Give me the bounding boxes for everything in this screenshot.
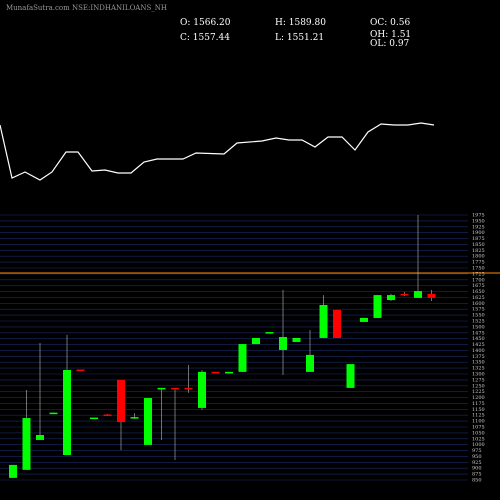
y-tick-label: 1650 bbox=[472, 289, 485, 295]
candle-body bbox=[225, 371, 233, 374]
y-tick-label: 1575 bbox=[472, 307, 485, 313]
y-tick-label: 1150 bbox=[472, 407, 485, 413]
y-tick-label: 1925 bbox=[472, 224, 485, 230]
candle-body bbox=[252, 337, 260, 345]
candle-body bbox=[414, 291, 422, 298]
candle-body bbox=[130, 417, 139, 419]
y-tick-label: 1175 bbox=[472, 401, 485, 407]
candle-body bbox=[373, 295, 382, 318]
candle-body bbox=[238, 344, 247, 372]
y-tick-label: 950 bbox=[472, 454, 482, 460]
candle-body bbox=[9, 464, 17, 478]
y-tick-label: 1775 bbox=[472, 260, 485, 266]
candle-body bbox=[387, 295, 395, 301]
candle-body bbox=[306, 354, 314, 372]
candle-body bbox=[144, 398, 152, 445]
info-close: C: 1557.44 bbox=[180, 33, 230, 43]
y-tick-label: 1400 bbox=[472, 348, 485, 354]
y-tick-label: 1800 bbox=[472, 254, 485, 260]
y-tick-label: 1975 bbox=[472, 213, 485, 219]
candle-body bbox=[198, 371, 206, 408]
info-open: O: 1566.20 bbox=[180, 18, 231, 28]
candle-body bbox=[346, 364, 355, 388]
candle-body bbox=[171, 387, 179, 390]
y-tick-label: 1200 bbox=[472, 395, 485, 401]
line-series bbox=[0, 122, 435, 181]
info-ol: OL: 0.97 bbox=[370, 39, 410, 49]
candle-body bbox=[157, 387, 166, 390]
info-oc: OC: 0.56 bbox=[370, 18, 410, 28]
y-tick-label: 1875 bbox=[472, 236, 485, 242]
candle-body bbox=[319, 304, 328, 338]
candle-body bbox=[117, 379, 125, 423]
candle-body bbox=[427, 293, 436, 298]
y-tick-label: 1375 bbox=[472, 354, 485, 360]
candle-body bbox=[76, 369, 85, 372]
y-tick-label: 1250 bbox=[472, 383, 485, 389]
candle-body bbox=[49, 412, 58, 415]
y-tick-label: 1325 bbox=[472, 366, 485, 372]
y-tick-label: 1700 bbox=[472, 277, 485, 283]
candle-body bbox=[184, 387, 193, 390]
y-tick-label: 1750 bbox=[472, 266, 485, 272]
candle-body bbox=[90, 417, 98, 420]
y-tick-label: 1025 bbox=[472, 436, 485, 442]
y-tick-label: 1550 bbox=[472, 313, 485, 319]
y-tick-label: 875 bbox=[472, 472, 482, 478]
y-tick-label: 1225 bbox=[472, 389, 485, 395]
candle-body bbox=[279, 337, 287, 350]
y-tick-label: 1525 bbox=[472, 319, 485, 325]
y-tick-label: 1600 bbox=[472, 301, 485, 307]
candle-body bbox=[265, 332, 274, 334]
info-high: H: 1589.80 bbox=[275, 18, 326, 28]
y-tick-label: 1850 bbox=[472, 242, 485, 248]
y-tick-label: 1050 bbox=[472, 430, 485, 436]
y-tick-label: 1950 bbox=[472, 218, 485, 224]
candle-body bbox=[400, 293, 409, 296]
y-tick-label: 1425 bbox=[472, 342, 485, 348]
y-tick-label: 1500 bbox=[472, 324, 485, 330]
candle-body bbox=[103, 414, 112, 417]
candle-body bbox=[22, 418, 31, 470]
y-tick-label: 850 bbox=[472, 478, 482, 484]
candle-body bbox=[36, 435, 44, 440]
y-tick-label: 1075 bbox=[472, 425, 485, 431]
y-tick-label: 1450 bbox=[472, 336, 485, 342]
candle-body bbox=[211, 371, 220, 374]
y-tick-label: 1125 bbox=[472, 413, 485, 419]
y-tick-label: 1300 bbox=[472, 372, 485, 378]
y-tick-label: 975 bbox=[472, 448, 482, 454]
y-tick-label: 1000 bbox=[472, 442, 485, 448]
y-tick-label: 1275 bbox=[472, 377, 485, 383]
y-tick-label: 1475 bbox=[472, 330, 485, 336]
y-tick-label: 900 bbox=[472, 466, 482, 472]
candle-body bbox=[333, 309, 341, 338]
y-tick-label: 1625 bbox=[472, 295, 485, 301]
info-low: L: 1551.21 bbox=[275, 33, 324, 43]
candle-body bbox=[63, 369, 71, 456]
candle-body bbox=[292, 337, 301, 342]
y-tick-label: 925 bbox=[472, 460, 482, 466]
info-oh: OH: 1.51 bbox=[370, 30, 411, 40]
y-tick-label: 1675 bbox=[472, 283, 485, 289]
y-tick-label: 1900 bbox=[472, 230, 485, 236]
y-tick-label: 1100 bbox=[472, 419, 485, 425]
y-tick-label: 1825 bbox=[472, 248, 485, 254]
chart-title: MunafaSutra.com NSE:INDHANILOANS_NH bbox=[6, 4, 167, 12]
y-tick-label: 1725 bbox=[472, 271, 485, 277]
candle-body bbox=[360, 317, 368, 322]
y-tick-label: 1350 bbox=[472, 360, 485, 366]
